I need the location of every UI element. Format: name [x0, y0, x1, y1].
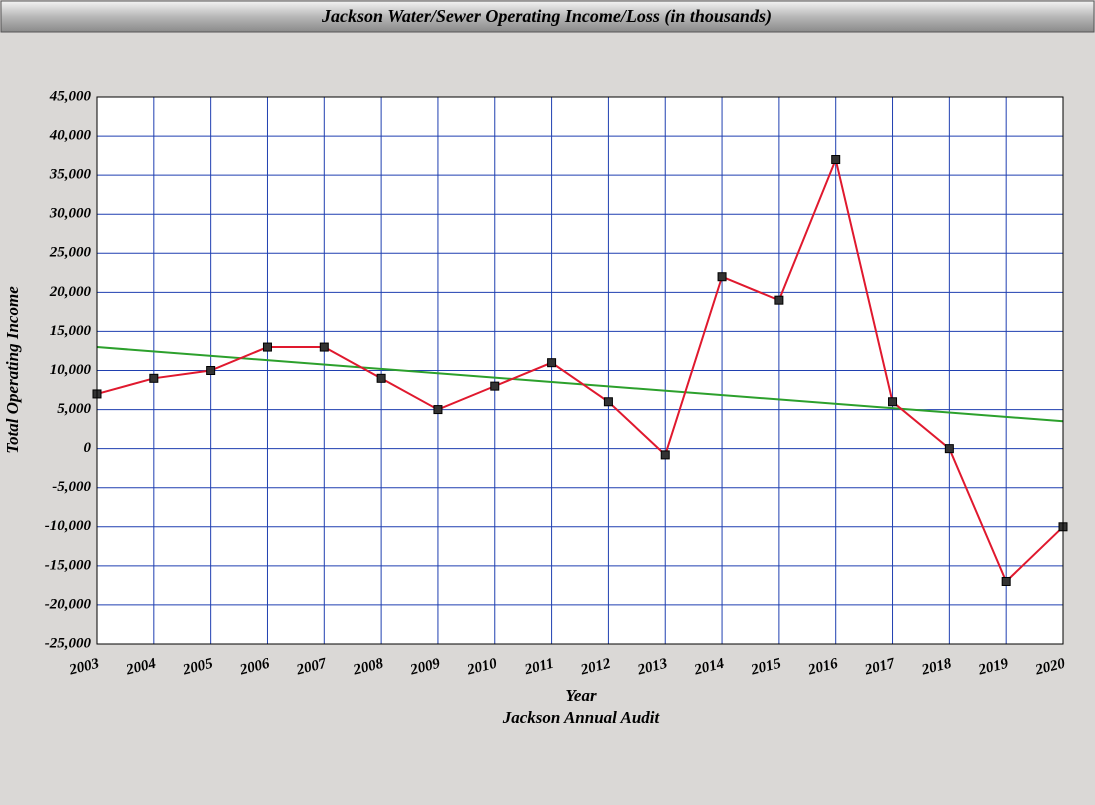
y-tick-label: 40,000 [49, 128, 92, 144]
marker [603, 397, 613, 407]
y-tick-label: 0 [84, 440, 92, 456]
x-tick-label: 2016 [806, 656, 840, 679]
y-tick-label: -10,000 [45, 518, 92, 534]
y-tick-label: 35,000 [49, 167, 92, 183]
x-tick-label: 2003 [67, 656, 101, 679]
y-tick-label: 20,000 [49, 284, 92, 300]
marker [831, 155, 841, 165]
x-tick-label: 2017 [862, 656, 896, 679]
x-tick-label: 2006 [237, 656, 271, 679]
x-tick-label: 2014 [692, 656, 726, 679]
plot-border [96, 96, 1064, 645]
marker [376, 373, 386, 383]
x-tick-label: 2019 [976, 656, 1010, 679]
x-tick-label: 2020 [1033, 656, 1067, 679]
marker [944, 444, 954, 454]
marker [206, 366, 216, 375]
y-tick-label: 30,000 [49, 206, 92, 222]
marker [490, 381, 500, 391]
x-tick-label: 2015 [749, 656, 783, 679]
x-tick-label: 2004 [124, 656, 158, 679]
y-tick-label: -25,000 [45, 635, 92, 651]
x-tick-label: 2013 [635, 656, 669, 679]
marker [262, 342, 272, 352]
x-tick-label: 2008 [351, 656, 385, 679]
marker [717, 272, 727, 282]
y-tick-label: -15,000 [45, 557, 92, 573]
x-tick-label: 2018 [919, 656, 953, 679]
y-tick-label: -5,000 [52, 479, 91, 495]
marker [1001, 576, 1011, 586]
marker [547, 358, 557, 368]
x-tick-label: 2012 [578, 656, 612, 679]
marker [319, 342, 329, 352]
y-tick-label: -20,000 [45, 596, 92, 612]
marker [149, 373, 159, 383]
chart-title: Jackson Water/Sewer Operating Income/Los… [321, 6, 772, 27]
y-tick-label: 5,000 [57, 401, 91, 417]
y-axis-label: Total Operating Income [3, 286, 22, 454]
title-bar [0, 0, 1095, 33]
x-tick-label: 2007 [294, 656, 328, 679]
data-line [96, 156, 1064, 584]
marks [92, 155, 1068, 586]
subtitle: Jackson Annual Audit [502, 708, 661, 727]
marker [433, 405, 443, 415]
y-tick-label: 10,000 [50, 362, 92, 378]
x-tick-label: 2010 [465, 656, 499, 679]
x-tick-label: 2009 [408, 656, 442, 679]
x-tick-label: 2005 [180, 656, 214, 679]
marker [774, 295, 784, 305]
x-tick-label: 2011 [522, 656, 555, 679]
y-tick-label: 25,000 [49, 245, 92, 261]
x-axis-label: Year [565, 686, 597, 705]
marker [660, 450, 670, 460]
marker [888, 397, 898, 407]
y-tick-label: 45,000 [49, 88, 92, 104]
y-tick-label: 15,000 [50, 323, 92, 339]
